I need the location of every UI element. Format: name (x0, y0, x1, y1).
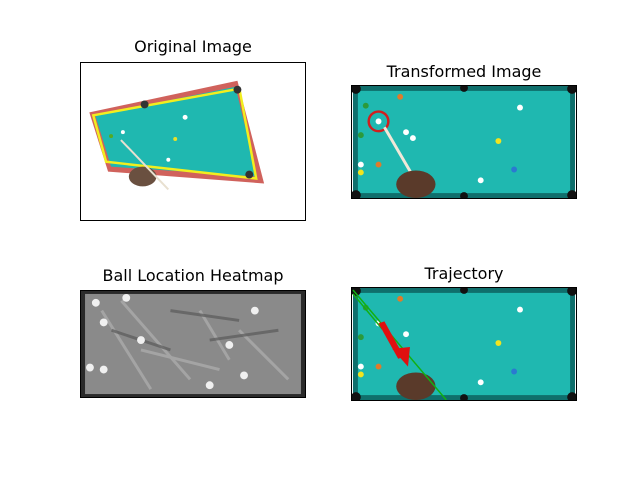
ball (403, 331, 409, 338)
ball (517, 306, 523, 313)
ball (403, 129, 409, 136)
pocket (140, 100, 149, 109)
trajectory-arrow-head (392, 346, 410, 367)
ball (357, 161, 364, 168)
ball (375, 363, 382, 370)
ball (357, 371, 364, 378)
player (396, 170, 436, 198)
heatmap-spot (225, 341, 234, 349)
ball (511, 166, 518, 173)
heatmap-spot (122, 293, 131, 302)
ball (357, 334, 364, 341)
pocket (460, 288, 468, 294)
ball (495, 138, 502, 144)
trajectory-line (352, 289, 447, 400)
heatmap-spot (205, 381, 214, 390)
pocket (567, 190, 576, 198)
table-felt (357, 292, 571, 396)
ball (182, 114, 188, 120)
ball (120, 130, 125, 135)
ball (362, 102, 369, 109)
transformed-image-drawing (352, 86, 576, 198)
ball (173, 137, 178, 142)
pocket (352, 288, 361, 296)
ball (397, 295, 404, 302)
ball (357, 169, 364, 176)
ball (495, 340, 502, 346)
heatmap-drawing (81, 291, 305, 397)
trajectory-title: Trajectory (424, 264, 504, 283)
pocket (460, 192, 468, 198)
pocket (352, 392, 361, 400)
trajectory-panel (351, 287, 577, 401)
ball (357, 132, 364, 139)
pocket (460, 394, 468, 400)
pocket (352, 190, 361, 198)
ball (357, 363, 364, 370)
ball (397, 93, 404, 100)
pocket (567, 288, 576, 296)
table-felt (357, 90, 571, 194)
ball (109, 134, 114, 139)
player (128, 166, 157, 187)
original-image-title: Original Image (134, 37, 252, 56)
ball (477, 379, 484, 386)
heatmap-spot (240, 371, 248, 380)
ball (511, 368, 518, 375)
player (396, 372, 436, 400)
trajectory-drawing (352, 288, 576, 400)
ball (166, 157, 171, 162)
heatmap-spot (91, 298, 100, 307)
pocket (567, 86, 576, 94)
heatmap-spot (137, 336, 145, 344)
heatmap-spot (99, 318, 108, 327)
heatmap-spot (86, 363, 94, 372)
ball (517, 104, 523, 111)
cue-stick (120, 139, 170, 191)
transformed-image-panel (351, 85, 577, 199)
ball (477, 177, 484, 184)
cue-stick (383, 126, 414, 176)
heatmap-spot (250, 306, 259, 315)
transformed-image-title: Transformed Image (386, 62, 542, 81)
ball (375, 161, 382, 168)
pocket (245, 170, 254, 179)
original-image-panel (80, 62, 306, 221)
trajectory-line (352, 293, 384, 330)
pocket (460, 86, 468, 92)
ball (375, 118, 382, 125)
heatmap-title: Ball Location Heatmap (102, 266, 284, 285)
pocket (352, 86, 361, 94)
pocket (233, 85, 242, 94)
detected-ball-circle (367, 110, 390, 133)
ball (409, 135, 416, 142)
heatmap-panel (80, 290, 306, 398)
pocket (567, 392, 576, 400)
detected-table-outline (91, 87, 258, 180)
original-image-drawing (81, 63, 305, 220)
heatmap-spot (99, 365, 108, 374)
